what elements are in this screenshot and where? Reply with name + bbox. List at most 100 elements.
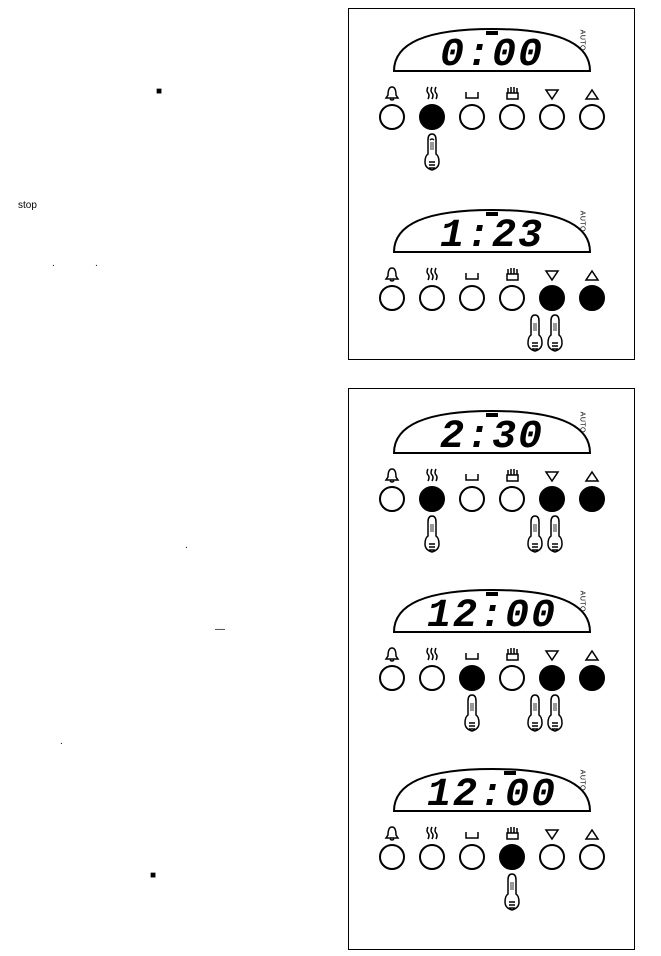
lcd-auto-5: AUTO	[578, 770, 585, 791]
bell-icon	[384, 646, 400, 662]
hand-icon	[504, 646, 520, 662]
btn-heat-3[interactable]	[417, 467, 447, 554]
heat-icon	[424, 266, 440, 282]
control-panel-4: 12:00 AUTO	[349, 554, 634, 733]
stray-mark: ■	[150, 870, 156, 881]
lcd-display-3: 2:30 AUTO	[386, 403, 598, 461]
btn-down-5[interactable]	[537, 825, 567, 912]
btn-hand-4[interactable]	[497, 646, 527, 733]
control-panel-5: 12:00 AUTO	[349, 733, 634, 912]
up-icon	[584, 266, 600, 282]
heat-icon	[424, 646, 440, 662]
up-icon	[584, 825, 600, 841]
heat-icon	[424, 825, 440, 841]
button-row-4	[349, 646, 634, 733]
btn-down-4[interactable]	[537, 646, 567, 733]
double-finger-icon	[524, 693, 566, 733]
indicator-mark-2	[486, 212, 498, 216]
tray-icon	[464, 266, 480, 282]
lcd-digits-3: 2:30	[439, 415, 543, 460]
btn-tray-2[interactable]	[457, 266, 487, 353]
btn-tray-5[interactable]	[457, 825, 487, 912]
double-finger-icon	[524, 514, 566, 554]
hand-icon	[504, 266, 520, 282]
lcd-auto-3: AUTO	[578, 412, 585, 433]
btn-up-4[interactable]	[577, 646, 607, 733]
btn-bell-2[interactable]	[377, 266, 407, 353]
btn-heat-2[interactable]	[417, 266, 447, 353]
lcd-digits-4: 12:00	[426, 594, 556, 639]
tray-icon	[464, 646, 480, 662]
heat-icon	[424, 85, 440, 101]
lcd-digits-5: 12:00	[426, 773, 556, 818]
stray-mark: ■	[156, 86, 162, 97]
btn-heat-1[interactable]	[417, 85, 447, 172]
up-icon	[584, 85, 600, 101]
indicator-mark-3	[486, 413, 498, 417]
lcd-display-1: 0:00 AUTO	[386, 21, 598, 79]
hand-icon	[504, 85, 520, 101]
indicator-mark-4	[486, 592, 498, 596]
indicator-mark-1	[486, 31, 498, 35]
btn-up-2[interactable]	[577, 266, 607, 353]
btn-tray-3[interactable]	[457, 467, 487, 554]
btn-heat-5[interactable]	[417, 825, 447, 912]
button-row-5	[349, 825, 634, 912]
finger-icon	[421, 132, 443, 172]
panel-box-1: 0:00 AUTO	[348, 8, 635, 360]
btn-tray-4[interactable]	[457, 646, 487, 733]
indicator-mark-5	[504, 771, 516, 775]
up-icon	[584, 646, 600, 662]
button-row-1	[349, 85, 634, 172]
stray-mark: .	[185, 540, 188, 551]
lcd-auto-4: AUTO	[578, 591, 585, 612]
lcd-auto-2: AUTO	[578, 211, 585, 232]
btn-bell-1[interactable]	[377, 85, 407, 172]
finger-icon	[501, 872, 523, 912]
bell-icon	[384, 825, 400, 841]
down-icon	[544, 646, 560, 662]
stray-mark: .	[60, 736, 63, 747]
btn-bell-5[interactable]	[377, 825, 407, 912]
bell-icon	[384, 266, 400, 282]
stray-mark: .	[52, 258, 55, 269]
btn-up-5[interactable]	[577, 825, 607, 912]
control-panel-2: 1:23 AUTO	[349, 172, 634, 353]
btn-hand-2[interactable]	[497, 266, 527, 353]
down-icon	[544, 85, 560, 101]
btn-heat-4[interactable]	[417, 646, 447, 733]
finger-icon	[421, 514, 443, 554]
hand-icon	[504, 467, 520, 483]
stray-mark: stop	[18, 200, 37, 211]
btn-hand-5[interactable]	[497, 825, 527, 912]
lcd-digits-1: 0:00	[439, 33, 543, 78]
control-panel-3: 2:30 AUTO	[349, 389, 634, 554]
lcd-display-2: 1:23 AUTO	[386, 202, 598, 260]
hand-icon	[504, 825, 520, 841]
tray-icon	[464, 825, 480, 841]
btn-hand-1[interactable]	[497, 85, 527, 172]
up-icon	[584, 467, 600, 483]
down-icon	[544, 825, 560, 841]
btn-down-3[interactable]	[537, 467, 567, 554]
btn-up-1[interactable]	[577, 85, 607, 172]
btn-up-3[interactable]	[577, 467, 607, 554]
panel-box-2: 2:30 AUTO	[348, 388, 635, 950]
bell-icon	[384, 467, 400, 483]
finger-icon	[461, 693, 483, 733]
btn-bell-3[interactable]	[377, 467, 407, 554]
btn-hand-3[interactable]	[497, 467, 527, 554]
heat-icon	[424, 467, 440, 483]
btn-tray-1[interactable]	[457, 85, 487, 172]
down-icon	[544, 467, 560, 483]
lcd-auto-1: AUTO	[578, 30, 585, 51]
double-finger-icon	[524, 313, 566, 353]
tray-icon	[464, 467, 480, 483]
button-row-3	[349, 467, 634, 554]
btn-down-2[interactable]	[537, 266, 567, 353]
bell-icon	[384, 85, 400, 101]
lcd-digits-2: 1:23	[439, 214, 543, 259]
btn-bell-4[interactable]	[377, 646, 407, 733]
btn-down-1[interactable]	[537, 85, 567, 172]
tray-icon	[464, 85, 480, 101]
